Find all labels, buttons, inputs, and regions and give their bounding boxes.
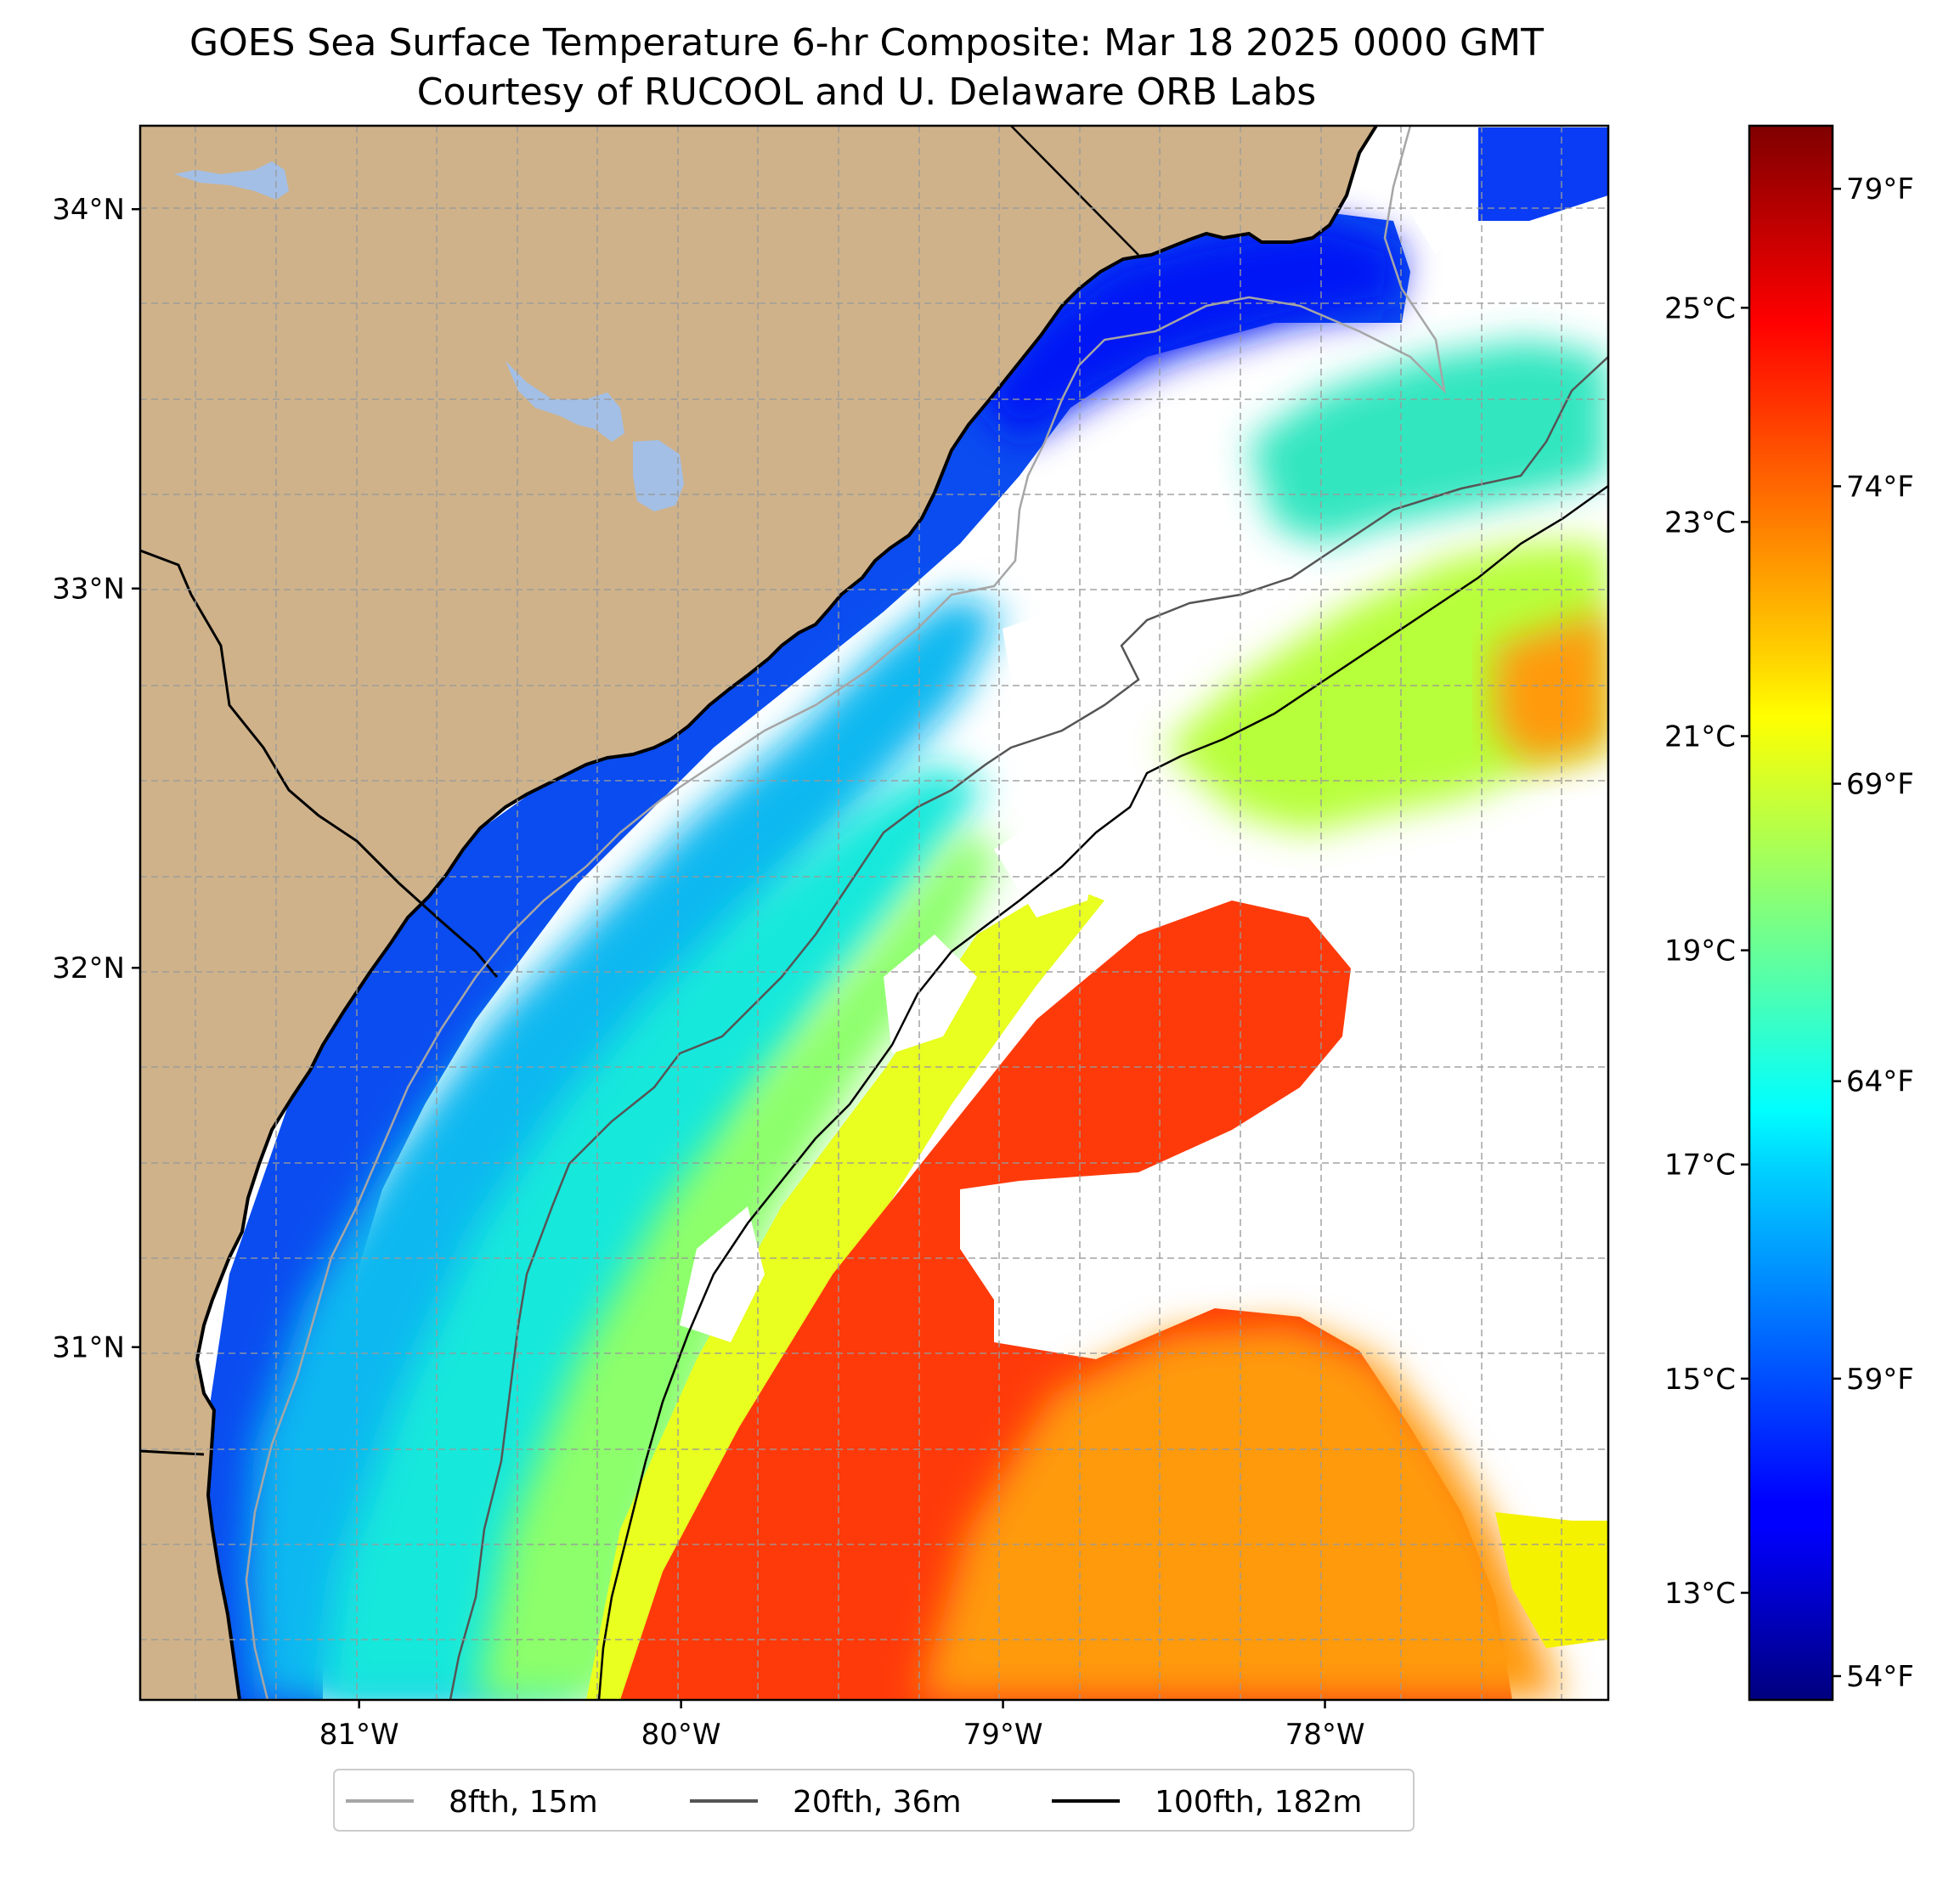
no-data-gap-1	[1104, 408, 1206, 595]
legend-label-8fth: 8fth, 15m	[449, 1785, 598, 1820]
fahrenheit-tick-label: 79°F	[1846, 172, 1914, 206]
lon-tick-label: 81°W	[319, 1718, 399, 1752]
no-data-gap-5	[680, 1206, 765, 1342]
map-frame	[138, 124, 1610, 1702]
lake-moultrie	[633, 440, 684, 511]
sst-ne-cyan-patch	[1249, 340, 1608, 544]
state-border-nc-sc	[1010, 126, 1139, 256]
lat-tick-label: 33°N	[52, 573, 125, 607]
colorbar-fahrenheit-ticks: 54°F 59°F 64°F 69°F 74°F 79°F	[1833, 172, 1914, 1694]
gridlines	[140, 126, 1608, 1700]
land-mass	[140, 126, 1376, 1700]
legend-frame	[333, 1769, 1415, 1832]
legend-label-20fth: 20fth, 36m	[793, 1785, 962, 1820]
fahrenheit-tick-label: 64°F	[1846, 1065, 1914, 1099]
state-border-ga-fl	[140, 1449, 205, 1456]
no-data-gap-6	[1342, 951, 1444, 1189]
sst-yellow-east-edge	[1495, 1512, 1608, 1648]
lat-tick-label: 34°N	[52, 193, 125, 227]
isobath-100fth	[597, 484, 1608, 1700]
lake-northwest	[174, 161, 289, 200]
title-line-1: GOES Sea Surface Temperature 6-hr Compos…	[189, 21, 1544, 65]
celsius-tick-label: 19°C	[1664, 934, 1736, 968]
celsius-tick-label: 13°C	[1664, 1577, 1736, 1611]
lake-marion	[506, 361, 624, 442]
lat-tick-label: 31°N	[52, 1331, 125, 1365]
colorbar-gradient	[1749, 126, 1833, 1700]
celsius-tick-label: 21°C	[1664, 720, 1736, 754]
coastline	[195, 126, 1378, 1700]
colorbar: 13°C 15°C 17°C 19°C 21°C 23°C 25°C 54°F 59°F 64°…	[1664, 124, 1914, 1702]
lon-tick-label: 80°W	[641, 1718, 721, 1752]
no-data-gap-7	[1402, 127, 1478, 255]
fahrenheit-tick-label: 74°F	[1846, 470, 1914, 504]
celsius-tick-label: 23°C	[1664, 505, 1736, 539]
isobath-8fth	[245, 126, 1446, 1700]
sst-orange-plume-east	[1495, 612, 1608, 765]
no-data-gap-3	[994, 816, 1096, 917]
legend: 8fth, 15m 20fth, 36m 100fth, 182m	[333, 1769, 1415, 1832]
sst-ne-top-blue	[1478, 127, 1608, 221]
colorbar-celsius-ticks: 13°C 15°C 17°C 19°C 21°C 23°C 25°C	[1664, 291, 1749, 1611]
sst-green-yellow-plume	[1164, 544, 1608, 833]
legend-label-100fth: 100fth, 182m	[1155, 1785, 1362, 1820]
celsius-tick-label: 15°C	[1664, 1363, 1736, 1397]
celsius-tick-label: 17°C	[1664, 1149, 1736, 1183]
state-border-sc-ga	[140, 549, 499, 978]
title-line-2: Courtesy of RUCOOL and U. Delaware ORB L…	[417, 71, 1316, 114]
no-data-gap-4	[884, 934, 977, 1053]
colorbar-frame	[1748, 124, 1834, 1702]
celsius-tick-label: 25°C	[1664, 291, 1736, 325]
lat-tick-label: 32°N	[52, 951, 125, 985]
isobath-20fth	[449, 356, 1608, 1700]
fahrenheit-tick-label: 59°F	[1846, 1363, 1914, 1397]
lon-tick-label: 79°W	[963, 1718, 1043, 1752]
longitude-axis: 81°W 80°W 79°W 78°W	[319, 1700, 1365, 1752]
lon-tick-label: 78°W	[1285, 1718, 1365, 1752]
sst-blue-core	[977, 221, 1402, 442]
fahrenheit-tick-label: 69°F	[1846, 768, 1914, 802]
latitude-axis: 34°N 33°N 32°N 31°N	[52, 193, 140, 1365]
map-panel	[140, 126, 1608, 1700]
fahrenheit-tick-label: 54°F	[1846, 1660, 1914, 1694]
no-data-gap-2	[1003, 612, 1138, 765]
